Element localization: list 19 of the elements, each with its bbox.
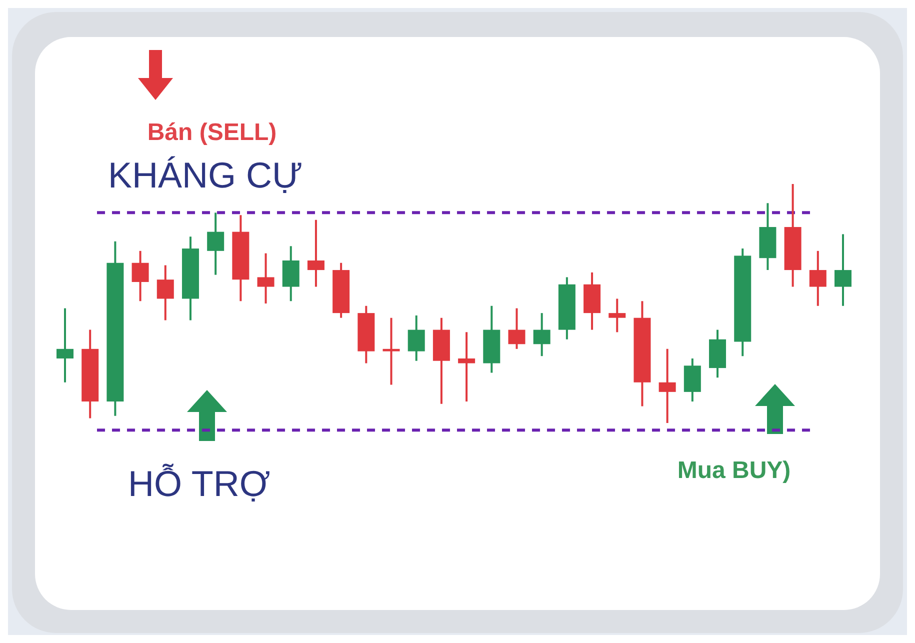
candlestick (207, 212, 224, 276)
ref-line-label: KHÁNG CỰ (108, 154, 303, 196)
candlestick (382, 316, 400, 386)
text: Bán (SELL) (147, 119, 277, 146)
candlestick (257, 252, 274, 304)
candlestick (608, 298, 626, 334)
candlestick (458, 331, 476, 402)
candlestick (408, 314, 425, 362)
candlestick (156, 264, 174, 322)
candlestick (834, 233, 852, 307)
text: Mua BUY) (677, 457, 791, 484)
candlestick (56, 307, 74, 384)
candlestick (132, 250, 149, 302)
candlestick (307, 218, 324, 288)
candlestick (508, 307, 526, 350)
candlestick (533, 312, 550, 358)
candlestick (809, 250, 826, 307)
ref-line-label: HỖ TRỢ (128, 463, 270, 504)
candlestick (658, 348, 676, 424)
